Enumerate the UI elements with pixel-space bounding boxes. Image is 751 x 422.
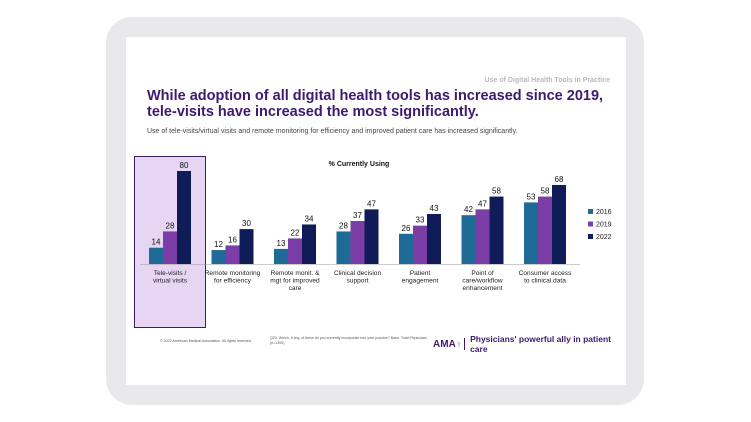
category-label: Point of care/workflow enhancement — [462, 270, 503, 292]
bar-2019-2 — [288, 238, 302, 264]
bar-2016-4 — [399, 233, 413, 264]
data-label: 30 — [242, 219, 251, 228]
bar-2016-1 — [211, 250, 226, 264]
data-label: 12 — [214, 240, 223, 249]
bar-2022-2 — [302, 224, 316, 264]
data-label: 13 — [277, 239, 286, 248]
chart-title: % Currently Using — [328, 161, 390, 168]
bar-2019-3 — [350, 220, 365, 264]
category-label: Patient engagement — [402, 270, 439, 285]
category-label: Remote monitoring for efficiency — [205, 270, 261, 285]
brand-tagline: Physicians' powerful ally in patient car… — [470, 334, 611, 354]
data-label: 47 — [367, 199, 376, 208]
brand-footer: AMA ⚕ Physicians' powerful ally in patie… — [433, 334, 626, 354]
bar-2022-0 — [177, 171, 191, 264]
category-label: Tele-visits / virtual visits — [153, 270, 188, 285]
data-label: 16 — [228, 235, 237, 244]
slide: Use of Digital Health Tools in Practice … — [126, 37, 626, 385]
data-label: 58 — [541, 187, 550, 196]
bar-2022-6 — [552, 184, 566, 264]
bar-2016-3 — [336, 231, 351, 264]
data-label: 47 — [478, 199, 487, 208]
data-label: 58 — [492, 187, 501, 196]
slide-header: Use of Digital Health Tools in Practice — [484, 77, 610, 84]
data-label: 34 — [305, 214, 314, 223]
data-label: 33 — [416, 216, 425, 225]
data-label: 14 — [152, 238, 161, 247]
question-footer: Q20. Which, if any, of these do you curr… — [270, 336, 427, 345]
data-label: 43 — [430, 204, 439, 213]
caduceus-icon: ⚕ — [456, 339, 462, 349]
bar-2019-0 — [163, 231, 177, 264]
data-label: 28 — [339, 221, 348, 230]
ama-logo: AMA — [433, 338, 456, 350]
legend-swatch-2022 — [588, 234, 593, 239]
brand-divider — [464, 338, 466, 350]
data-label: 80 — [180, 161, 189, 170]
bar-2016-2 — [274, 248, 288, 264]
legend-swatch-2016 — [588, 209, 593, 214]
legend-label-2019: 2019 — [596, 222, 612, 229]
bar-2022-5 — [489, 196, 504, 264]
bar-2019-5 — [475, 209, 490, 264]
bar-2019-6 — [538, 196, 552, 264]
bar-2016-0 — [149, 247, 163, 264]
bar-2019-4 — [413, 225, 427, 264]
bar-2016-5 — [461, 215, 476, 264]
data-label: 26 — [402, 224, 411, 233]
bar-2022-3 — [364, 209, 379, 264]
data-label: 22 — [291, 228, 300, 237]
category-label: Clinical decision support — [334, 270, 382, 285]
slide-subtitle: Use of tele-visits/virtual visits and re… — [147, 128, 518, 135]
data-label: 68 — [555, 175, 564, 184]
copyright-footer: © 2022 American Medical Association. All… — [160, 339, 252, 343]
legend-label-2022: 2022 — [596, 234, 612, 241]
slide-title: While adoption of all digital health too… — [147, 88, 604, 120]
legend-swatch-2019 — [588, 221, 593, 227]
data-label: 28 — [166, 221, 175, 230]
category-label: Consumer access to clinical data — [519, 270, 572, 285]
data-label: 42 — [464, 205, 473, 214]
bar-2019-1 — [225, 245, 240, 264]
category-label: Remote monit. & mgt for improved care — [270, 270, 320, 292]
bar-chart: 14 28 80 Tele-visits / virtual visits 12 16 30 R… — [140, 161, 612, 292]
bar-2022-1 — [239, 229, 254, 264]
data-label: 37 — [353, 211, 362, 220]
data-label: 53 — [527, 192, 536, 201]
legend-label-2016: 2016 — [596, 209, 612, 216]
bar-2022-4 — [427, 214, 441, 264]
bar-2016-6 — [524, 202, 538, 264]
